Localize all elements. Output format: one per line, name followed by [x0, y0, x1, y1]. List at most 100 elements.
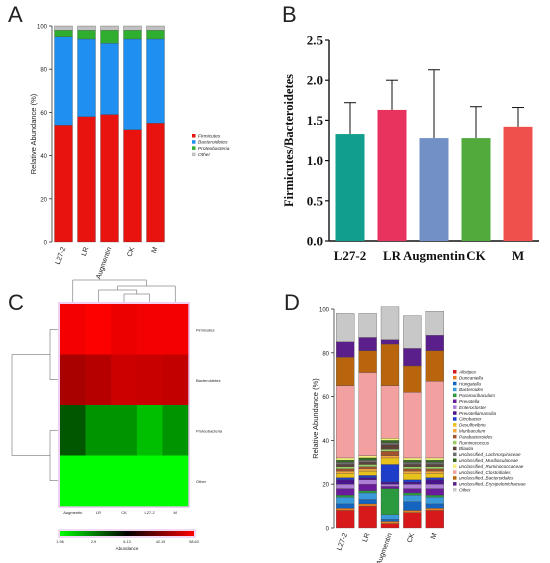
y-tick-label: 40: [322, 439, 329, 445]
stacked-bar-segment: [425, 459, 444, 463]
stacked-bar-segment: [358, 484, 377, 491]
legend-swatch: [453, 381, 457, 386]
heatmap-cell: [111, 405, 138, 456]
stacked-bar-segment: [425, 508, 444, 511]
stacked-bar-segment: [123, 38, 142, 130]
stacked-bar-segment: [358, 505, 377, 529]
stacked-bar-segment: [336, 464, 355, 467]
stacked-bar-segment: [358, 313, 377, 338]
heatmap-cell: [85, 354, 112, 406]
stacked-bar-segment: [380, 444, 400, 450]
stacked-bar-segment: [403, 470, 422, 474]
bar: [377, 109, 407, 241]
heatmap-row-label: Proteobacteria: [196, 428, 223, 433]
x-tick-label: Augmentin: [403, 248, 466, 263]
stacked-bar-segment: [380, 339, 400, 345]
stacked-bar-segment: [358, 470, 377, 476]
legend-swatch: [453, 476, 457, 480]
stacked-bar-segment: [146, 25, 165, 31]
stacked-bar-segment: [380, 455, 400, 459]
stacked-bar-segment: [380, 481, 400, 485]
colorbar-tick-label: 58.63: [189, 540, 199, 544]
legend-label: Enterocloster: [459, 405, 487, 410]
heatmap-cell: [85, 304, 112, 355]
stacked-bar-segment: [380, 457, 400, 465]
stacked-bar-segment: [425, 468, 444, 472]
legend-label: Other: [459, 488, 471, 493]
colorbar-label: Abundance: [116, 546, 139, 551]
heatmap-cell: [136, 405, 163, 456]
legend-label: unclassified_Muribaculaceae: [459, 458, 518, 463]
stacked-bar-segment: [380, 343, 400, 386]
stacked-bar-segment: [336, 466, 355, 470]
stacked-bar-segment: [403, 468, 422, 472]
stacked-bar-segment: [425, 311, 444, 336]
stacked-bar-segment: [358, 457, 377, 461]
stacked-bar-segment: [336, 457, 355, 461]
colorbar-tick-label: 2.9: [91, 540, 96, 544]
stacked-bar-segment: [336, 484, 355, 489]
heatmap-cell: [136, 455, 163, 507]
stacked-bar-segment: [425, 497, 444, 505]
heatmap-row-label: Bacteroidetes: [196, 378, 220, 383]
heatmap-cell: [162, 354, 189, 406]
stacked-bar-segment: [425, 335, 444, 351]
x-tick-label: CK: [466, 248, 486, 263]
stacked-bar-segment: [336, 473, 355, 478]
stacked-bar-segment: [336, 341, 355, 358]
stacked-bar-segment: [403, 512, 422, 529]
x-tick-label: Augmentin: [376, 532, 394, 563]
stacked-bar-segment: [123, 129, 142, 243]
stacked-bar-segment: [425, 466, 444, 470]
stacked-bar-segment: [358, 499, 377, 505]
stacked-bar-segment: [358, 459, 377, 463]
x-tick-label: L27-2: [55, 246, 68, 265]
stacked-bar-segment: [403, 462, 422, 465]
stacked-bar-segment: [358, 492, 377, 500]
x-tick-label: CK: [126, 246, 136, 258]
stacked-bar-segment: [336, 459, 355, 463]
panel-a-stacked-bar-chart: 0 20 40 60 80 100 Relative Abundance (%) L27-2 L…: [29, 25, 230, 281]
legend-swatch: [192, 134, 196, 138]
heatmap-col-label: L27-2: [144, 510, 155, 515]
stacked-bar-segment: [336, 510, 355, 529]
heatmap-cell: [162, 304, 189, 355]
stacked-bar-segment: [425, 473, 444, 478]
y-tick-label: 80: [40, 68, 47, 74]
legend-label: Other: [198, 152, 210, 158]
stacked-bar-segment: [54, 125, 73, 243]
stacked-bar-segment: [380, 442, 400, 445]
legend-swatch: [453, 411, 457, 415]
stacked-bar-segment: [146, 38, 165, 124]
y-tick-label: 100: [37, 25, 48, 31]
stacked-bar-segment: [403, 466, 422, 470]
legend-label: Parabacteroides: [459, 434, 493, 439]
bar: [503, 126, 533, 241]
stacked-bar-segment: [358, 372, 377, 456]
legend-label: Prevotella: [459, 399, 480, 404]
stacked-bar-segment: [358, 468, 377, 472]
legend-label: Desulfovibrio: [459, 423, 486, 428]
stacked-bar-segment: [77, 25, 96, 31]
heatmap-cell: [60, 304, 86, 355]
stacked-bar-segment: [123, 30, 142, 40]
heatmap-col-label: CK: [121, 510, 127, 515]
stacked-bar-segment: [380, 486, 400, 489]
stacked-bar-segment: [380, 519, 400, 522]
stacked-bar-segment: [380, 449, 400, 452]
stacked-bar-segment: [403, 492, 422, 496]
panel-a-letter: A: [8, 2, 23, 27]
stacked-bar-segment: [336, 479, 355, 485]
legend-swatch: [453, 393, 457, 398]
y-tick-label: 100: [319, 308, 330, 314]
stacked-bar-segment: [380, 514, 400, 520]
stacked-bar-segment: [380, 488, 400, 516]
y-tick-label: 0: [326, 527, 330, 533]
stacked-bar-segment: [380, 484, 400, 487]
heatmap-frame: [58, 302, 190, 508]
stacked-bar-segment: [358, 477, 377, 480]
stacked-bar-segment: [336, 477, 355, 480]
legend-swatch: [453, 470, 457, 474]
heatmap-cell: [111, 354, 138, 406]
legend-label: unclassified_Erysipelotrichaceae: [459, 482, 526, 487]
